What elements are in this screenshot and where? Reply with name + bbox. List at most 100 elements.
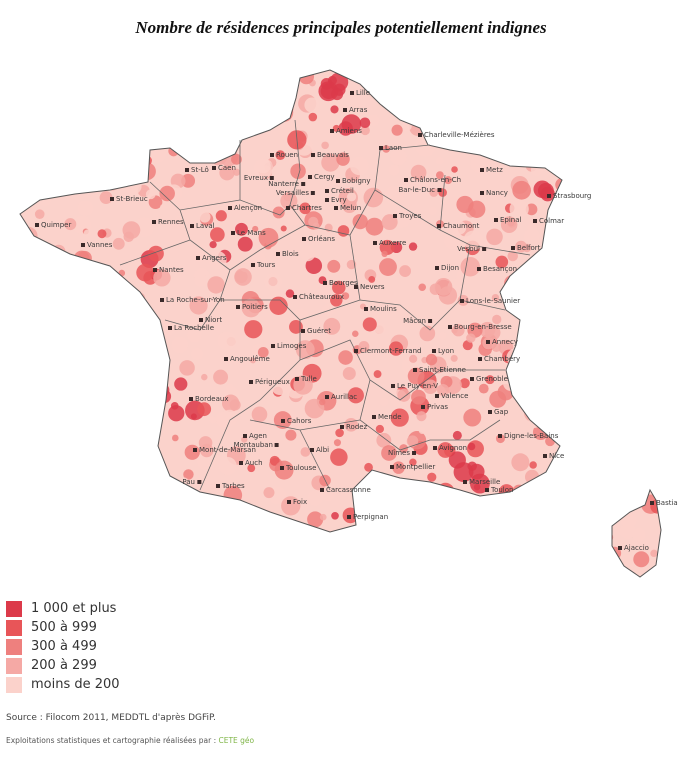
commune-area [566, 449, 584, 468]
city-marker-icon [251, 263, 255, 267]
commune-area [270, 377, 289, 396]
city-marker-icon [212, 166, 216, 170]
city-name: Auxerre [379, 239, 407, 247]
commune-area [646, 238, 661, 256]
commune-area [608, 415, 623, 431]
city-marker-icon [293, 295, 297, 299]
city-name: Angers [202, 254, 227, 262]
city-marker-icon [270, 153, 274, 157]
commune-area [97, 268, 118, 288]
city-name: Lille [356, 89, 371, 97]
city-marker-icon [511, 246, 515, 250]
commune-area [65, 175, 81, 191]
commune-area [399, 75, 414, 91]
region-borders [119, 119, 531, 491]
commune-area [87, 283, 94, 290]
commune-area [475, 94, 494, 114]
commune-area [467, 442, 476, 451]
city-marker-icon [412, 451, 416, 455]
commune-area [597, 569, 614, 577]
commune-area [547, 107, 560, 120]
commune-area [299, 202, 312, 215]
commune-area [626, 425, 635, 433]
city-marker-icon [343, 108, 347, 112]
commune-area [273, 534, 280, 541]
city-marker-icon [498, 434, 502, 438]
commune-area [318, 81, 339, 102]
commune-area [582, 164, 594, 176]
commune-area [83, 229, 92, 237]
commune-area [136, 263, 155, 282]
city-name: Perpignan [353, 513, 389, 521]
city-marker-icon [325, 189, 329, 193]
commune-area [232, 168, 241, 176]
commune-area [199, 102, 215, 118]
commune-area [390, 148, 407, 166]
city-marker-icon [494, 218, 498, 222]
commune-area [562, 157, 576, 171]
commune-area [237, 236, 253, 252]
commune-area [11, 442, 20, 451]
city-label: Mont-de-Marsan [193, 446, 256, 454]
commune-area [108, 452, 128, 472]
commune-area [434, 277, 453, 296]
commune-area [115, 459, 123, 467]
city-label: Perpignan [347, 513, 388, 521]
commune-area [530, 305, 545, 320]
commune-area [585, 409, 599, 422]
commune-area [306, 567, 314, 575]
commune-area [142, 484, 161, 503]
city-name: Mende [378, 413, 402, 421]
commune-area [115, 159, 135, 179]
city-name: Nice [549, 452, 565, 460]
commune-area [452, 220, 467, 235]
commune-area [382, 145, 391, 153]
commune-area [280, 225, 287, 232]
commune-area [319, 398, 326, 406]
commune-area [41, 457, 58, 474]
commune-area [423, 379, 438, 394]
commune-area [513, 486, 532, 505]
commune-area [596, 295, 612, 311]
commune-area [73, 121, 81, 129]
commune-area [154, 394, 162, 401]
commune-area [198, 547, 207, 557]
commune-area [402, 565, 422, 577]
commune-area [84, 179, 95, 191]
commune-area [20, 499, 22, 509]
commune-area [97, 229, 107, 239]
legend-item: moins de 200 [6, 675, 120, 694]
city-marker-icon [437, 224, 441, 228]
city-label: Chartres [286, 204, 322, 212]
commune-area [188, 499, 201, 512]
legend-swatch [6, 676, 22, 693]
city-name: Lyon [438, 347, 455, 355]
commune-area [81, 141, 91, 150]
city-name: Agen [249, 432, 267, 440]
city-name: Moulins [370, 305, 397, 313]
commune-area [409, 458, 417, 466]
commune-area [28, 497, 39, 507]
city-marker-icon [373, 241, 377, 245]
city-marker-icon [391, 384, 395, 388]
commune-area [349, 156, 369, 176]
commune-area [560, 413, 570, 423]
city-marker-icon [354, 285, 358, 289]
commune-area [262, 70, 272, 78]
city-marker-icon [347, 515, 351, 519]
city-name: Chartres [292, 204, 322, 212]
commune-area [557, 408, 566, 417]
commune-area [554, 232, 565, 243]
city-label: Cahors [281, 417, 311, 425]
commune-area [48, 444, 64, 460]
commune-area [600, 256, 608, 263]
commune-area [86, 519, 103, 536]
commune-area [574, 82, 586, 94]
commune-area [149, 554, 168, 574]
commune-area [43, 80, 59, 96]
commune-area [281, 496, 301, 516]
commune-area [132, 355, 144, 367]
commune-area [289, 319, 303, 334]
commune-area [59, 576, 72, 577]
commune-area [389, 556, 397, 563]
